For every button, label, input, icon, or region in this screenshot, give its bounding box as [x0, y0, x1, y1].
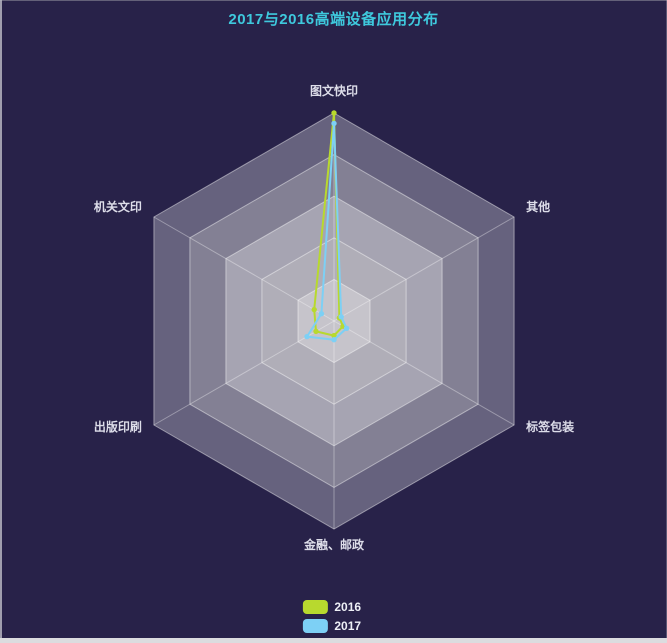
radar-grid-ring-5 [153, 112, 515, 530]
axis-label-1: 其他 [526, 199, 550, 214]
data-point-2017-4[interactable] [304, 333, 310, 340]
axis-label-3: 金融、邮政 [303, 537, 365, 552]
data-point-2016-4[interactable] [313, 328, 319, 335]
axis-label-0: 图文快印 [310, 83, 358, 98]
screenshot-border-left [0, 0, 2, 643]
screenshot-border-bottom [0, 638, 667, 643]
data-point-2017-1[interactable] [338, 314, 344, 320]
data-point-2016-0[interactable] [331, 110, 337, 116]
radar-axis-line-2 [333, 320, 515, 426]
chart-title: 2017与2016高端设备应用分布 [228, 11, 439, 28]
data-point-2017-3[interactable] [331, 337, 337, 343]
axis-label-2: 标签包装 [525, 419, 574, 434]
data-point-2016-5[interactable] [311, 306, 317, 313]
legend-item-2016[interactable]: 2016 [302, 600, 361, 614]
axis-label-5: 机关文印 [94, 199, 142, 214]
legend-label-2017: 2017 [334, 619, 362, 633]
legend-item-2017[interactable]: 2017 [302, 619, 361, 633]
radar-axis-line-5 [153, 216, 335, 322]
data-point-2017-5[interactable] [318, 311, 325, 317]
data-point-2017-2[interactable] [343, 325, 350, 331]
legend-label-2016: 2016 [334, 600, 362, 614]
radar-axis-line-4 [153, 320, 335, 426]
radar-grid-ring-2 [261, 237, 407, 405]
radar-grid-ring-3 [225, 195, 443, 447]
legend-swatch-2016 [302, 600, 328, 614]
legend: 2016 2017 [302, 600, 361, 633]
radar-axis-line-1 [333, 216, 515, 322]
axis-label-4: 出版印刷 [94, 419, 142, 434]
data-point-2017-0[interactable] [331, 120, 337, 127]
legend-swatch-2017 [302, 619, 328, 633]
radar-grid-ring-4 [189, 154, 479, 488]
screenshot-border-top [0, 0, 667, 1]
data-point-2016-3[interactable] [331, 332, 337, 339]
